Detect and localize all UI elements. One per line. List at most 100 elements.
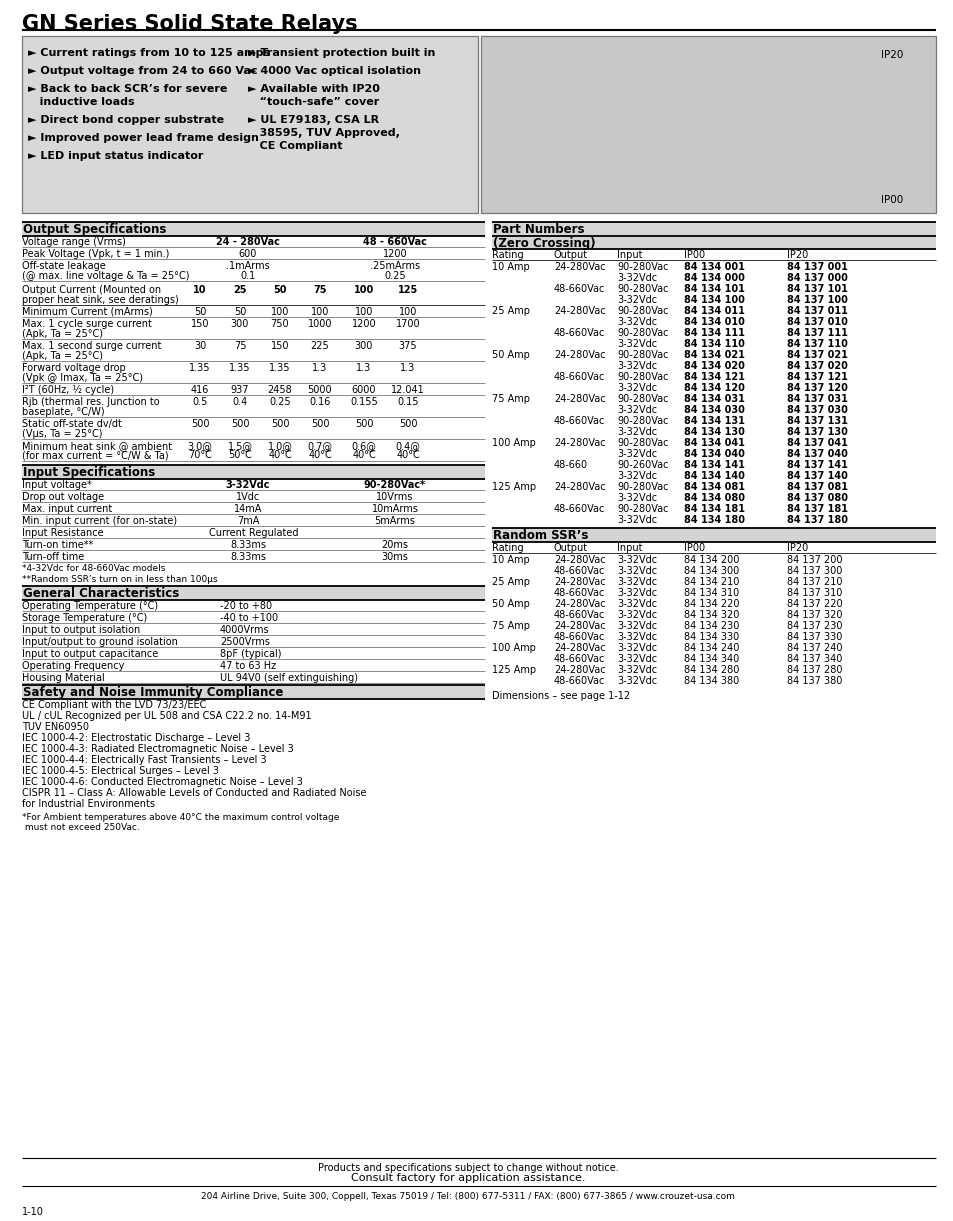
Text: 84 137 110: 84 137 110 (786, 339, 847, 349)
Text: Turn-off time: Turn-off time (22, 552, 84, 562)
Text: 24-280Vac: 24-280Vac (554, 621, 605, 631)
Text: 48-660Vac: 48-660Vac (554, 372, 605, 382)
Text: 1.3: 1.3 (312, 363, 327, 372)
Text: 50 Amp: 50 Amp (492, 600, 529, 609)
Text: I²T (60Hz, ½ cycle): I²T (60Hz, ½ cycle) (22, 385, 114, 396)
Text: 3-32Vdc: 3-32Vdc (617, 383, 657, 393)
Text: 24-280Vac: 24-280Vac (554, 643, 605, 653)
Text: Part Numbers: Part Numbers (493, 223, 584, 236)
Text: 750: 750 (271, 319, 289, 328)
Text: 24-280Vac: 24-280Vac (554, 394, 605, 404)
Text: 0.4@: 0.4@ (395, 441, 420, 451)
Text: -20 to +80: -20 to +80 (220, 601, 272, 610)
Text: 84 134 140: 84 134 140 (683, 471, 744, 481)
Text: 3-32Vdc: 3-32Vdc (617, 295, 657, 305)
Text: 24-280Vac: 24-280Vac (554, 578, 605, 587)
Text: ► Direct bond copper substrate: ► Direct bond copper substrate (28, 115, 224, 125)
Text: 0.16: 0.16 (309, 397, 331, 407)
Text: 375: 375 (398, 341, 416, 350)
Text: TUV EN60950: TUV EN60950 (22, 722, 89, 733)
Text: 50°C: 50°C (228, 451, 252, 460)
Text: 84 137 000: 84 137 000 (786, 274, 847, 283)
Text: 84 137 200: 84 137 200 (786, 556, 841, 565)
Text: 84 134 111: 84 134 111 (683, 328, 744, 338)
Text: 90-280Vac: 90-280Vac (617, 372, 668, 382)
Text: 90-280Vac: 90-280Vac (617, 263, 668, 272)
Text: 50 Amp: 50 Amp (492, 350, 529, 360)
Text: must not exceed 250Vac.: must not exceed 250Vac. (22, 823, 139, 832)
Text: IP00: IP00 (683, 543, 704, 553)
Text: Input: Input (617, 250, 641, 260)
Text: 90-260Vac: 90-260Vac (617, 460, 668, 470)
Text: 3-32Vdc: 3-32Vdc (617, 654, 657, 664)
Text: 3-32Vdc: 3-32Vdc (617, 556, 657, 565)
Text: 1.35: 1.35 (229, 363, 251, 372)
Text: *4-32Vdc for 48-660Vac models: *4-32Vdc for 48-660Vac models (22, 564, 165, 573)
Text: -40 to +100: -40 to +100 (220, 613, 278, 623)
Text: IEC 1000-4-4: Electrically Fast Transients – Level 3: IEC 1000-4-4: Electrically Fast Transien… (22, 755, 266, 766)
Text: 225: 225 (311, 341, 329, 350)
Text: 24-280Vac: 24-280Vac (554, 665, 605, 675)
Text: 84 134 021: 84 134 021 (683, 350, 744, 360)
Text: 75: 75 (233, 341, 246, 350)
Text: 84 137 120: 84 137 120 (786, 383, 847, 393)
Text: Input: Input (617, 543, 641, 553)
Text: 50: 50 (233, 306, 246, 317)
Text: 84 137 230: 84 137 230 (786, 621, 841, 631)
Text: 14mA: 14mA (233, 504, 262, 514)
Text: 2500Vrms: 2500Vrms (220, 637, 270, 647)
Text: 84 137 141: 84 137 141 (786, 460, 847, 470)
Text: 25 Amp: 25 Amp (492, 578, 530, 587)
Text: Operating Frequency: Operating Frequency (22, 661, 124, 672)
Text: 125 Amp: 125 Amp (492, 482, 536, 492)
Text: 30: 30 (193, 341, 206, 350)
Text: 48-660Vac: 48-660Vac (554, 676, 605, 686)
Text: 84 134 040: 84 134 040 (683, 449, 744, 459)
Text: 0.25: 0.25 (269, 397, 291, 407)
Text: ► LED input status indicator: ► LED input status indicator (28, 151, 203, 161)
Text: 20ms: 20ms (381, 540, 408, 549)
Text: 3-32Vdc: 3-32Vdc (617, 567, 657, 576)
Text: 84 134 101: 84 134 101 (683, 284, 744, 294)
Text: Housing Material: Housing Material (22, 673, 105, 683)
Text: 0.5: 0.5 (193, 397, 208, 407)
Text: 50: 50 (193, 306, 206, 317)
Text: 600: 600 (238, 249, 257, 259)
Text: 500: 500 (271, 419, 289, 429)
Text: (Vμs, Ta = 25°C): (Vμs, Ta = 25°C) (22, 429, 102, 440)
Text: CISPR 11 – Class A: Allowable Levels of Conducted and Radiated Noise: CISPR 11 – Class A: Allowable Levels of … (22, 788, 366, 799)
Text: 25: 25 (233, 284, 247, 295)
Text: IP20: IP20 (786, 250, 807, 260)
Text: 84 137 041: 84 137 041 (786, 438, 847, 448)
Text: 10 Amp: 10 Amp (492, 556, 529, 565)
Text: 3-32Vdc: 3-32Vdc (617, 493, 657, 503)
Text: 7mA: 7mA (236, 516, 259, 526)
Text: (Apk, Ta = 25°C): (Apk, Ta = 25°C) (22, 328, 103, 339)
Bar (22, 465, 484, 479)
Text: 84 134 220: 84 134 220 (683, 600, 739, 609)
Text: 84 134 020: 84 134 020 (683, 361, 744, 371)
Text: 84 134 031: 84 134 031 (683, 394, 744, 404)
Text: 84 134 041: 84 134 041 (683, 438, 744, 448)
Text: 84 134 340: 84 134 340 (683, 654, 739, 664)
Text: Output: Output (554, 250, 587, 260)
Text: for Industrial Environments: for Industrial Environments (22, 799, 154, 810)
Text: 3-32Vdc: 3-32Vdc (617, 339, 657, 349)
Text: 84 137 100: 84 137 100 (786, 295, 847, 305)
Text: “touch-safe” cover: “touch-safe” cover (248, 96, 379, 107)
Text: Peak Voltage (Vpk, t = 1 min.): Peak Voltage (Vpk, t = 1 min.) (22, 249, 170, 259)
Text: 0.1: 0.1 (240, 271, 255, 281)
Text: 84 137 380: 84 137 380 (786, 676, 841, 686)
Text: 90-280Vac*: 90-280Vac* (363, 480, 426, 490)
Text: 48-660Vac: 48-660Vac (554, 654, 605, 664)
Text: 150: 150 (271, 341, 289, 350)
Bar (492, 236, 935, 249)
Text: 84 137 320: 84 137 320 (786, 610, 841, 620)
Text: Safety and Noise Immunity Compliance: Safety and Noise Immunity Compliance (23, 686, 283, 698)
Text: 48-660Vac: 48-660Vac (554, 589, 605, 598)
Text: 24-280Vac: 24-280Vac (554, 263, 605, 272)
Text: 84 137 240: 84 137 240 (786, 643, 841, 653)
Text: 84 137 220: 84 137 220 (786, 600, 841, 609)
Text: ► Back to back SCR’s for severe: ► Back to back SCR’s for severe (28, 84, 227, 94)
Text: 1.35: 1.35 (189, 363, 211, 372)
